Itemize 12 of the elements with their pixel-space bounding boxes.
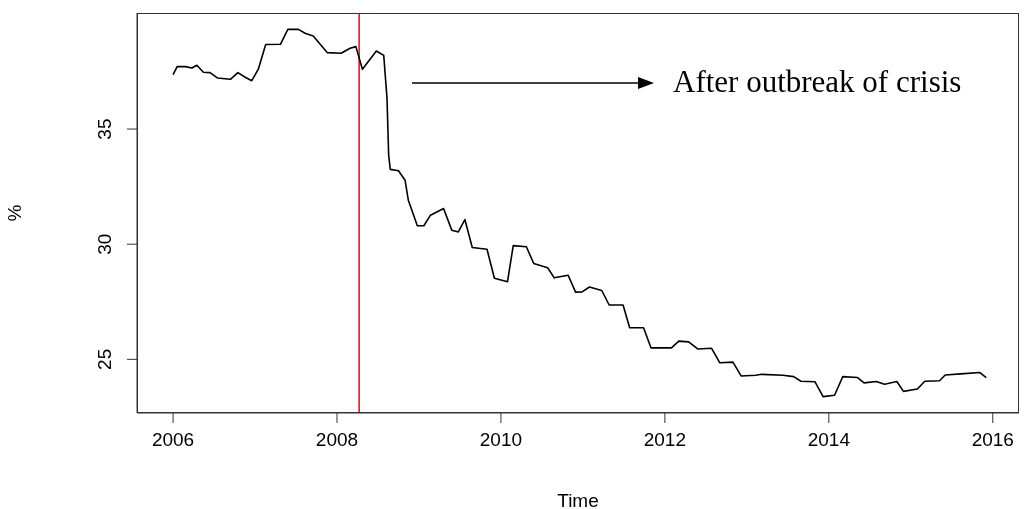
y-tick-label: 30 xyxy=(94,233,115,255)
x-axis-title: Time xyxy=(557,490,599,509)
x-tick-label: 2016 xyxy=(971,429,1014,451)
y-tick-label: 35 xyxy=(94,118,115,140)
annotation: After outbreak of crisis xyxy=(673,64,962,100)
y-axis-title: % xyxy=(3,204,25,222)
y-tick-label: 25 xyxy=(94,348,115,370)
x-tick-label: 2012 xyxy=(643,429,687,451)
x-tick-label: 2008 xyxy=(315,429,359,451)
x-tick-label: 2006 xyxy=(151,429,195,451)
x-tick-label: 2014 xyxy=(807,429,851,451)
x-tick-label: 2010 xyxy=(479,429,523,451)
